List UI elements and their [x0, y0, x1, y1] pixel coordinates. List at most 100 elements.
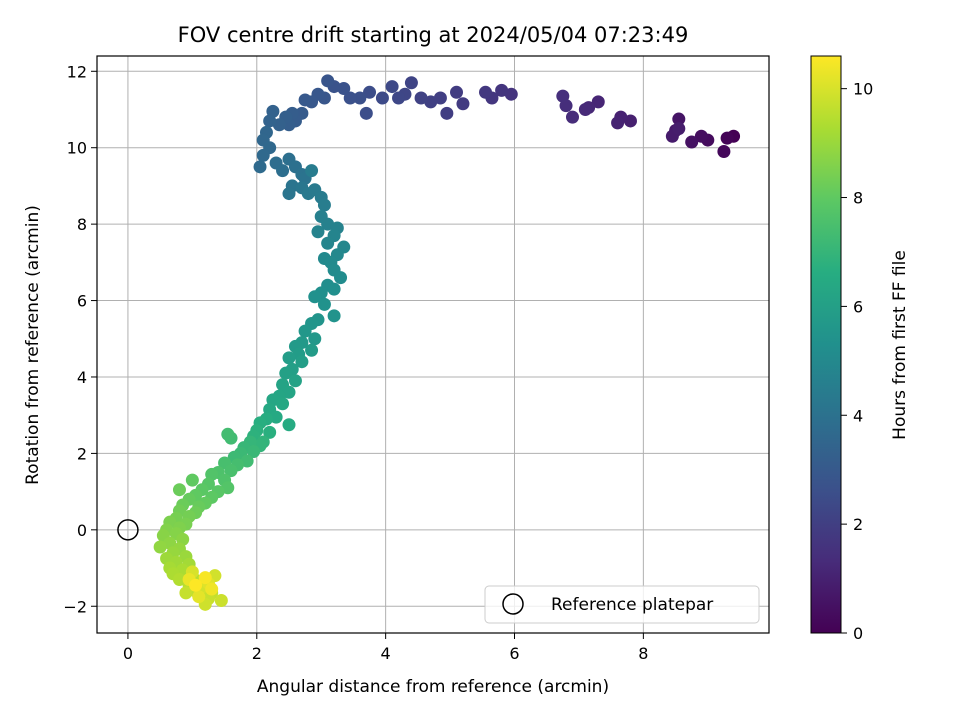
scatter-point [253, 160, 267, 174]
y-tick-label: 0 [77, 521, 87, 540]
plot-frame [96, 55, 770, 634]
scatter-point [334, 271, 348, 285]
colorbar-tick-label: 4 [853, 406, 863, 425]
scatter-point [685, 135, 699, 149]
colorbar [810, 55, 842, 634]
scatter-point [456, 97, 470, 111]
colorbar-tick-label: 8 [853, 189, 863, 208]
scatter-point [308, 290, 322, 304]
scatter-point [385, 80, 399, 94]
scatter-points [153, 74, 741, 611]
scatter-point [321, 74, 335, 88]
grid [97, 56, 769, 633]
scatter-point [317, 198, 331, 212]
scatter-point [279, 366, 293, 380]
scatter-point [224, 464, 238, 478]
scatter-point [495, 83, 509, 97]
scatter-point [440, 106, 454, 120]
scatter-point [288, 374, 302, 388]
scatter-point [317, 297, 331, 311]
scatter-point [298, 324, 312, 338]
scatter-point [343, 91, 357, 105]
scatter-point [672, 112, 686, 126]
scatter-point [214, 594, 228, 608]
y-tick-label: 10 [67, 139, 87, 158]
scatter-point [375, 91, 389, 105]
scatter-point [192, 590, 206, 604]
reference-platepar-marker [117, 519, 139, 541]
scatter-point [404, 76, 418, 90]
scatter-point [611, 116, 625, 130]
scatter-point [189, 578, 203, 592]
y-tick-label: 6 [77, 292, 87, 311]
legend: Reference platepar [484, 585, 760, 624]
colorbar-tick-label: 0 [853, 624, 863, 643]
scatter-point [308, 332, 322, 346]
scatter-point [185, 473, 199, 487]
y-tick-label: 12 [67, 62, 87, 81]
x-axis-ticks: 0 2 4 6 8 [123, 633, 648, 663]
scatter-point [205, 582, 219, 596]
scatter-point [392, 91, 406, 105]
x-tick-label: 4 [381, 644, 391, 663]
scatter-point [282, 187, 296, 201]
scatter-point [263, 425, 277, 439]
scatter-point [578, 102, 592, 116]
scatter-point [311, 225, 325, 239]
scatter-point [256, 148, 270, 162]
x-axis-label: Angular distance from reference (arcmin) [257, 677, 609, 697]
scatter-point [172, 573, 186, 587]
scatter-point [305, 164, 319, 178]
colorbar-label: Hours from first FF file [890, 250, 910, 440]
scatter-point [276, 397, 290, 411]
y-axis-ticks: −2 0 2 4 6 8 10 12 [63, 62, 97, 616]
scatter-point [282, 351, 296, 365]
scatter-point [327, 309, 341, 323]
scatter-point [565, 110, 579, 124]
scatter-point [363, 85, 377, 99]
y-tick-label: 2 [77, 444, 87, 463]
scatter-point [269, 410, 283, 424]
scatter-point [672, 122, 686, 136]
scatter-point [295, 355, 309, 369]
scatter-point [359, 106, 373, 120]
scatter-point [720, 131, 734, 145]
legend-box [484, 585, 760, 624]
colorbar-tick-label: 10 [853, 80, 873, 99]
scatter-point [298, 93, 312, 107]
legend-entry-reference-platepar: Reference platepar [551, 595, 713, 615]
x-tick-label: 2 [252, 644, 262, 663]
scatter-point [353, 91, 367, 105]
scatter-point [172, 483, 186, 497]
x-tick-label: 8 [638, 644, 648, 663]
legend-marker [502, 593, 524, 615]
colorbar-tick-label: 2 [853, 515, 863, 534]
colorbar-ticks: 0 2 4 6 8 10 [841, 80, 873, 643]
scatter-point [282, 418, 296, 432]
scatter-point [556, 89, 570, 103]
colorbar-tick-label: 6 [853, 297, 863, 316]
scatter-point [179, 586, 193, 600]
scatter-point [694, 129, 708, 143]
x-tick-label: 6 [509, 644, 519, 663]
x-tick-label: 0 [123, 644, 133, 663]
scatter-point [247, 444, 261, 458]
y-tick-label: 4 [77, 368, 87, 387]
scatter-point [305, 343, 319, 357]
scatter-point [321, 236, 335, 250]
scatter-point [263, 114, 277, 128]
y-tick-label: −2 [63, 597, 87, 616]
y-axis-label: Rotation from reference (arcmin) [23, 205, 43, 485]
scatter-point [450, 85, 464, 99]
scatter-point [479, 85, 493, 99]
scatter-point [198, 571, 212, 585]
scatter-point [276, 164, 290, 178]
scatter-point [153, 540, 167, 554]
scatter-point [327, 282, 341, 296]
y-tick-label: 8 [77, 215, 87, 234]
scatter-point [717, 145, 731, 159]
scatter-point [414, 91, 428, 105]
scatter-point [337, 81, 351, 95]
chart-title: FOV centre drift starting at 2024/05/04 … [178, 23, 689, 47]
